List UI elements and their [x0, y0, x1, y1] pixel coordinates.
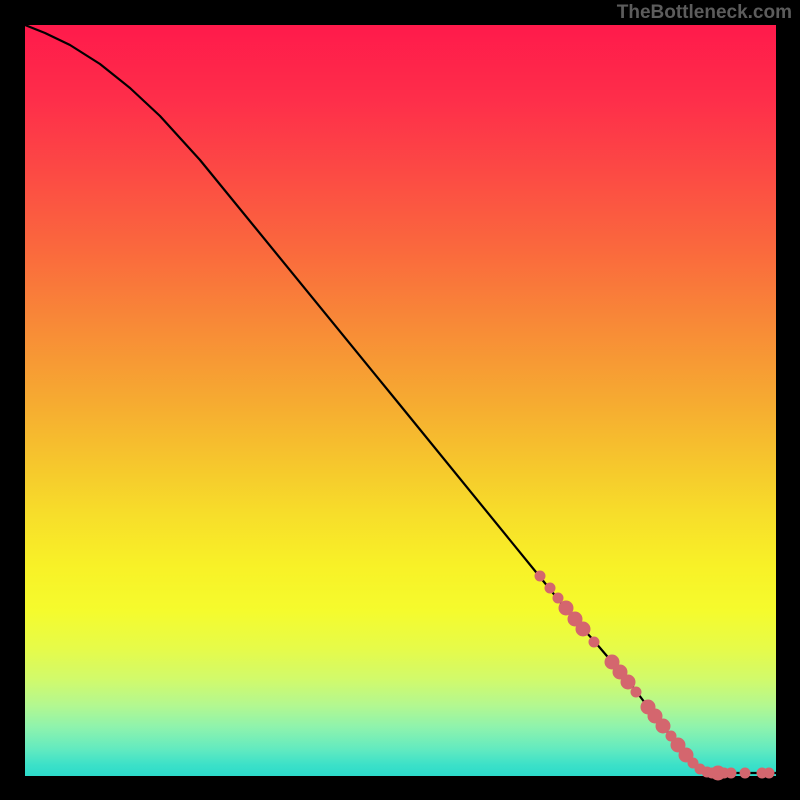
data-marker: [535, 571, 545, 581]
data-marker: [621, 675, 635, 689]
data-marker: [631, 687, 641, 697]
plot-bg: [25, 25, 776, 776]
chart-root: TheBottleneck.com: [0, 0, 800, 800]
chart-svg: TheBottleneck.com: [0, 0, 800, 800]
data-marker: [726, 768, 736, 778]
data-marker: [545, 583, 555, 593]
data-marker: [764, 768, 774, 778]
data-marker: [589, 637, 599, 647]
data-marker: [740, 768, 750, 778]
data-marker: [656, 719, 670, 733]
data-marker: [553, 593, 563, 603]
attribution-label: TheBottleneck.com: [617, 2, 792, 23]
data-marker: [576, 622, 590, 636]
